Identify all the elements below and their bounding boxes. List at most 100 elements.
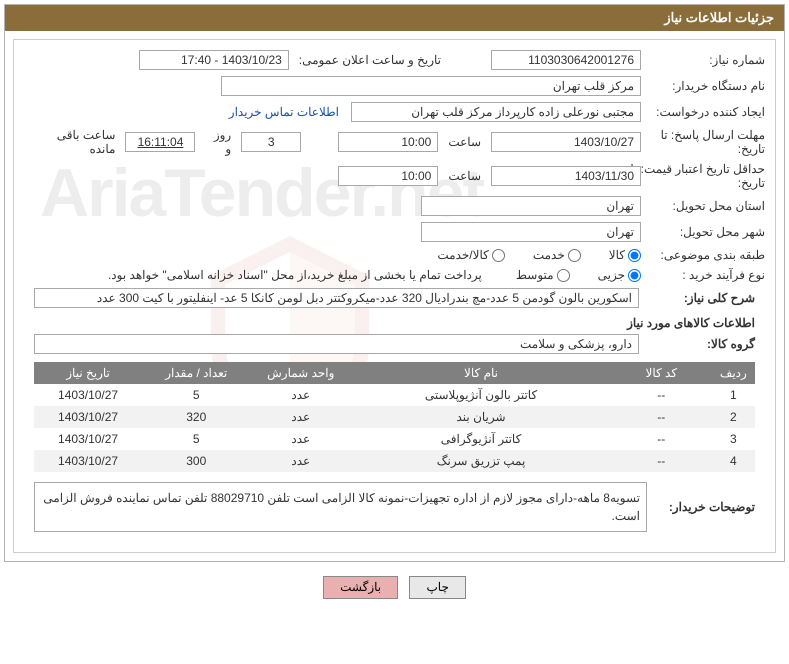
table-header-cell: واحد شمارش: [250, 362, 351, 384]
print-button[interactable]: چاپ: [409, 576, 465, 599]
radio-goods-service-label: کالا/خدمت: [437, 248, 488, 262]
table-cell: 1403/10/27: [34, 450, 142, 472]
label-requester: ایجاد کننده درخواست:: [645, 105, 765, 119]
row-subject-class: طبقه بندی موضوعی: کالا خدمت کالا/خدمت: [24, 248, 765, 262]
table-cell: 1403/10/27: [34, 384, 142, 406]
button-bar: چاپ بازگشت: [0, 566, 789, 609]
table-cell: عدد: [250, 384, 351, 406]
field-price-validity-date: 1403/11/30: [491, 166, 641, 186]
label-hour-1: ساعت: [442, 135, 487, 149]
table-cell: شریان بند: [351, 406, 611, 428]
table-header-cell: نام کالا: [351, 362, 611, 384]
label-need-no: شماره نیاز:: [645, 53, 765, 67]
field-price-validity-hour: 10:00: [338, 166, 438, 186]
field-reply-hour: 10:00: [338, 132, 438, 152]
row-delivery-city: شهر محل تحویل: تهران: [24, 222, 765, 242]
table-cell: 1: [712, 384, 755, 406]
table-cell: 300: [142, 450, 250, 472]
payment-note: پرداخت تمام یا بخشی از مبلغ خرید،از محل …: [108, 268, 482, 282]
radio-partial[interactable]: جزیی: [598, 268, 641, 282]
table-header-cell: ردیف: [712, 362, 755, 384]
table-header-cell: کد کالا: [611, 362, 712, 384]
radio-goods-label: کالا: [609, 248, 625, 262]
field-delivery-province: تهران: [421, 196, 641, 216]
row-general-desc: شرح کلی نیاز: اسکورین بالون گودمن 5 عدد-…: [34, 288, 755, 308]
table-cell: 2: [712, 406, 755, 428]
table-header-cell: تعداد / مقدار: [142, 362, 250, 384]
table-cell: --: [611, 384, 712, 406]
label-remaining: ساعت باقی مانده: [24, 128, 121, 156]
label-hour-2: ساعت: [442, 169, 487, 183]
label-announce-datetime: تاریخ و ساعت اعلان عمومی:: [293, 53, 447, 67]
field-requester: مجتبی نورعلی زاده کارپرداز مرکز قلب تهرا…: [351, 102, 641, 122]
radio-group-subject: کالا خدمت کالا/خدمت: [437, 248, 641, 262]
radio-service-label: خدمت: [533, 248, 565, 262]
radio-medium-label: متوسط: [516, 268, 554, 282]
label-reply-deadline: مهلت ارسال پاسخ: تا تاریخ:: [645, 128, 765, 156]
table-row: 4--پمپ تزریق سرنگعدد3001403/10/27: [34, 450, 755, 472]
field-need-no: 1103030642001276: [491, 50, 641, 70]
radio-service-input[interactable]: [568, 249, 581, 262]
goods-table: ردیفکد کالانام کالاواحد شمارشتعداد / مقد…: [34, 362, 755, 472]
table-cell: عدد: [250, 450, 351, 472]
label-delivery-province: استان محل تحویل:: [645, 199, 765, 213]
field-delivery-city: تهران: [421, 222, 641, 242]
table-cell: --: [611, 406, 712, 428]
radio-service[interactable]: خدمت: [533, 248, 581, 262]
panel-title: جزئیات اطلاعات نیاز: [5, 5, 784, 31]
back-button[interactable]: بازگشت: [323, 576, 398, 599]
row-reply-deadline: مهلت ارسال پاسخ: تا تاریخ: 1403/10/27 سا…: [24, 128, 765, 156]
details-panel: جزئیات اطلاعات نیاز شماره نیاز: 11030306…: [4, 4, 785, 562]
label-purchase-type: نوع فرآیند خرید :: [645, 268, 765, 282]
row-purchase-type: نوع فرآیند خرید : جزیی متوسط پرداخت تمام…: [24, 268, 765, 282]
radio-group-purchase: جزیی متوسط: [516, 268, 641, 282]
table-body: 1--کاتتر بالون آنژیوپلاستیعدد51403/10/27…: [34, 384, 755, 472]
table-header-row: ردیفکد کالانام کالاواحد شمارشتعداد / مقد…: [34, 362, 755, 384]
radio-goods[interactable]: کالا: [609, 248, 641, 262]
row-buyer-notes: توضیحات خریدار: تسویه8 ماهه-دارای مجوز لا…: [34, 482, 755, 532]
goods-table-wrap: ردیفکد کالانام کالاواحد شمارشتعداد / مقد…: [34, 362, 755, 472]
table-cell: پمپ تزریق سرنگ: [351, 450, 611, 472]
field-buyer-notes: تسویه8 ماهه-دارای مجوز لازم از اداره تجه…: [34, 482, 647, 532]
field-goods-group: دارو، پزشکی و سلامت: [34, 334, 639, 354]
field-announce-datetime: 1403/10/23 - 17:40: [139, 50, 289, 70]
table-cell: عدد: [250, 428, 351, 450]
field-general-desc: اسکورین بالون گودمن 5 عدد-مچ بندرادیال 3…: [34, 288, 639, 308]
field-remaining-time: 16:11:04: [125, 132, 195, 152]
table-cell: 3: [712, 428, 755, 450]
row-buyer-org: نام دستگاه خریدار: مرکز قلب تهران: [24, 76, 765, 96]
table-row: 2--شریان بندعدد3201403/10/27: [34, 406, 755, 428]
radio-goods-service[interactable]: کالا/خدمت: [437, 248, 504, 262]
table-cell: --: [611, 428, 712, 450]
table-cell: 5: [142, 384, 250, 406]
label-days-and: روز و: [199, 128, 237, 156]
table-cell: --: [611, 450, 712, 472]
table-cell: 4: [712, 450, 755, 472]
link-buyer-contact[interactable]: اطلاعات تماس خریدار: [229, 105, 347, 119]
row-delivery-province: استان محل تحویل: تهران: [24, 196, 765, 216]
row-goods-group: گروه کالا: دارو، پزشکی و سلامت: [34, 334, 755, 354]
panel-body: شماره نیاز: 1103030642001276 تاریخ و ساع…: [13, 39, 776, 553]
label-buyer-notes: توضیحات خریدار:: [655, 500, 755, 514]
radio-medium-input[interactable]: [557, 269, 570, 282]
radio-goods-input[interactable]: [628, 249, 641, 262]
label-general-desc: شرح کلی نیاز:: [645, 291, 755, 305]
label-price-validity: حداقل تاریخ اعتبار قیمت: تا تاریخ:: [625, 162, 765, 190]
radio-partial-input[interactable]: [628, 269, 641, 282]
table-header-cell: تاریخ نیاز: [34, 362, 142, 384]
table-cell: 1403/10/27: [34, 428, 142, 450]
label-delivery-city: شهر محل تحویل:: [645, 225, 765, 239]
label-goods-info: اطلاعات کالاهای مورد نیاز: [34, 316, 755, 330]
table-row: 3--کاتتر آنژیوگرافیعدد51403/10/27: [34, 428, 755, 450]
radio-medium[interactable]: متوسط: [516, 268, 570, 282]
field-buyer-org: مرکز قلب تهران: [221, 76, 641, 96]
table-cell: کاتتر بالون آنژیوپلاستی: [351, 384, 611, 406]
table-cell: عدد: [250, 406, 351, 428]
radio-partial-label: جزیی: [598, 268, 625, 282]
table-cell: 1403/10/27: [34, 406, 142, 428]
row-need-no: شماره نیاز: 1103030642001276 تاریخ و ساع…: [24, 50, 765, 70]
row-price-validity: حداقل تاریخ اعتبار قیمت: تا تاریخ: 1403/…: [24, 162, 765, 190]
table-cell: 5: [142, 428, 250, 450]
radio-goods-service-input[interactable]: [492, 249, 505, 262]
field-remaining-days: 3: [241, 132, 301, 152]
